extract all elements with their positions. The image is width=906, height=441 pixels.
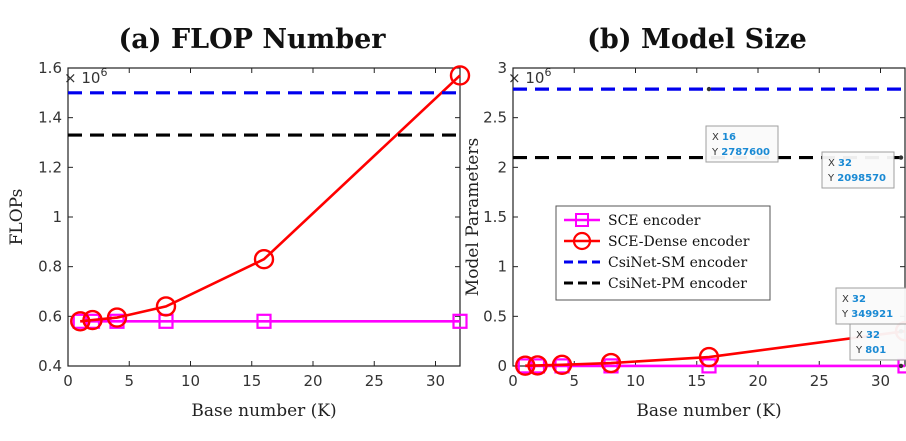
data-point-circle xyxy=(551,354,573,376)
datatip-anchor xyxy=(706,86,712,92)
chart-title: (b) Model Size xyxy=(587,24,807,55)
legend-entry: CsiNet-SM encoder xyxy=(608,255,747,271)
y-tick-label: 1.6 xyxy=(38,59,62,77)
y-tick-label: 0.8 xyxy=(38,258,62,276)
exponent-power: 6 xyxy=(100,66,107,79)
x-tick-label: 30 xyxy=(426,372,445,390)
y-tick-label: 2 xyxy=(497,158,507,176)
x-tick-label: 15 xyxy=(687,372,706,390)
y-tick-label: 0.5 xyxy=(483,307,507,325)
data-point-circle xyxy=(70,311,91,332)
x-axis-label: Base number (K) xyxy=(636,401,781,421)
data-point-square xyxy=(701,358,717,374)
y-tick-label: 2.5 xyxy=(483,109,507,127)
x-tick-label: 25 xyxy=(810,372,829,390)
data-point-circle xyxy=(253,249,275,270)
data-point-circle xyxy=(698,346,720,368)
legend-marker xyxy=(572,231,592,251)
y-tick-label: 3 xyxy=(497,59,507,77)
data-point-circle xyxy=(527,355,548,376)
x-tick-label: 20 xyxy=(748,372,767,390)
y-axis-label: FLOPs xyxy=(7,189,27,246)
exponent-base: × 10 xyxy=(508,69,544,87)
y-tick-label: 0.6 xyxy=(38,307,62,325)
y-tick-label: 1 xyxy=(52,208,62,226)
data-point-circle xyxy=(106,307,128,328)
y-tick-label: 0.4 xyxy=(38,357,62,375)
x-tick-label: 30 xyxy=(871,372,890,390)
datatip-x: X 32 xyxy=(842,294,866,305)
series-line-1 xyxy=(80,74,461,323)
datatip-y: Y 801 xyxy=(855,345,886,356)
x-tick-label: 0 xyxy=(508,372,518,390)
datatip-y-value: 2787600 xyxy=(721,147,770,158)
data-point-circle xyxy=(449,65,471,86)
y-tick-label: 1 xyxy=(497,258,507,276)
exponent-base: × 10 xyxy=(64,69,100,87)
datatip-box xyxy=(835,287,906,325)
legend-box xyxy=(555,205,771,301)
exponent-power: 6 xyxy=(544,66,551,79)
y-exponent-label: × 106 xyxy=(508,66,551,87)
y-axis-label: Model Parameters xyxy=(463,138,483,296)
datatip-y: Y 2098570 xyxy=(827,173,886,184)
datatip-x: X 32 xyxy=(828,158,852,169)
y-tick-label: 0 xyxy=(497,357,507,375)
data-point-square xyxy=(452,313,468,329)
datatip-y-value: 2098570 xyxy=(837,173,886,184)
datatip-box xyxy=(821,151,895,189)
x-tick-label: 10 xyxy=(181,372,200,390)
data-point-square xyxy=(109,313,125,329)
x-tick-label: 15 xyxy=(242,372,261,390)
datatip-y: Y 349921 xyxy=(841,309,893,320)
data-point-square xyxy=(256,313,272,329)
x-tick-label: 5 xyxy=(569,372,579,390)
datatip-x: X 32 xyxy=(856,330,880,341)
datatip-y-value: 349921 xyxy=(851,309,893,320)
datatip-x: X 16 xyxy=(712,132,736,143)
data-point-circle xyxy=(515,355,536,376)
datatip-x-value: 32 xyxy=(838,158,852,169)
y-exponent-label: × 106 xyxy=(64,66,107,87)
datatip-y-value: 801 xyxy=(865,345,886,356)
datatip-anchor xyxy=(898,155,904,160)
y-tick-label: 1.4 xyxy=(38,109,62,127)
data-point-circle xyxy=(82,309,103,331)
y-tick-label: 1.5 xyxy=(483,208,507,226)
x-axis-label: Base number (K) xyxy=(191,401,336,421)
datatip-anchor xyxy=(898,363,904,369)
legend-entry: SCE encoder xyxy=(608,213,701,229)
legend-entry: CsiNet-PM encoder xyxy=(608,276,747,292)
x-tick-label: 25 xyxy=(365,372,384,390)
y-tick-label: 1.2 xyxy=(38,158,62,176)
chart-title: (a) FLOP Number xyxy=(119,24,387,55)
x-tick-label: 0 xyxy=(63,372,73,390)
x-tick-label: 10 xyxy=(626,372,645,390)
data-point-circle xyxy=(155,296,177,317)
datatip-x-value: 32 xyxy=(866,330,880,341)
datatip-box xyxy=(849,323,906,361)
datatip-x-value: 32 xyxy=(852,294,866,305)
datatip-x-value: 16 xyxy=(722,132,736,143)
x-tick-label: 5 xyxy=(124,372,134,390)
legend-marker xyxy=(575,213,589,227)
series-line-1 xyxy=(525,329,906,368)
data-point-circle xyxy=(600,352,622,374)
x-tick-label: 20 xyxy=(303,372,322,390)
datatip-box xyxy=(705,125,779,163)
chart-panel-0: (a) FLOP Number × 106 0.4 0.6 0.8 1 1.2 1.4 1.6 0… xyxy=(7,24,471,421)
datatip-y: Y 2787600 xyxy=(711,147,770,158)
legend-entry: SCE-Dense encoder xyxy=(608,234,750,250)
